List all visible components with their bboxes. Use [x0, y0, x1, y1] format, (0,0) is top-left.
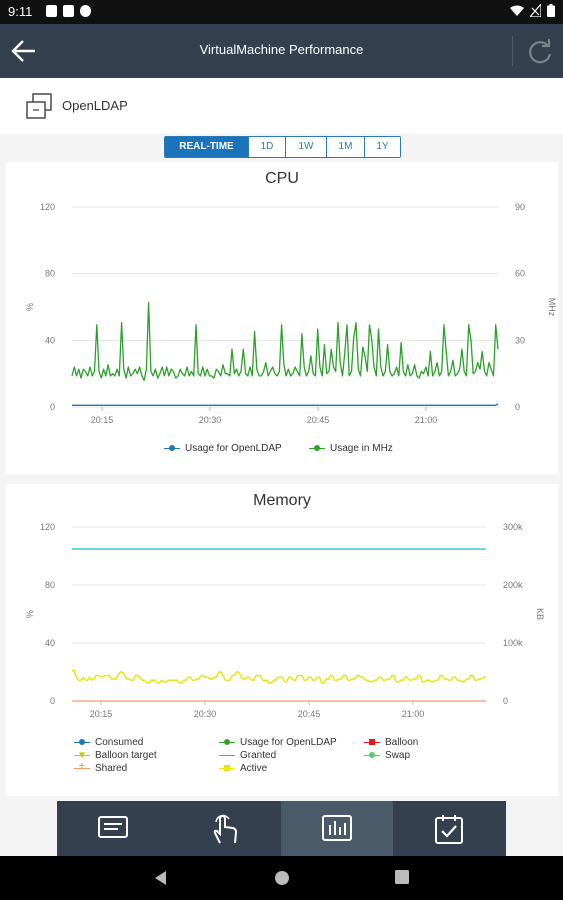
range-1y-button[interactable]: 1Y — [364, 137, 400, 157]
range-1m-button[interactable]: 1M — [326, 137, 364, 157]
tasks-calendar-icon — [435, 815, 463, 844]
notification-sd-icon — [63, 5, 74, 17]
cpu-y2-tick-label: 60 — [515, 269, 525, 279]
nav-actions-tab[interactable] — [169, 801, 281, 856]
memory-legend-item[interactable]: Granted — [219, 750, 276, 761]
memory-y2-tick-label: 200k — [503, 580, 523, 590]
memory-y-tick-label: 80 — [45, 580, 55, 590]
range-1w-button[interactable]: 1W — [285, 137, 326, 157]
memory-legend-item[interactable]: Active — [219, 763, 267, 774]
status-bar: 9:11 — [0, 0, 563, 24]
notification-sync-icon — [80, 5, 91, 17]
app-bar-divider — [512, 36, 513, 66]
cpu-legend-item[interactable]: Usage in MHz — [309, 443, 393, 454]
performance-chart-icon — [322, 815, 352, 841]
memory-y-axis-label: % — [25, 610, 35, 618]
actions-touch-icon — [213, 814, 238, 844]
battery-icon — [547, 4, 555, 17]
cpu-x-tick-label: 21:00 — [415, 415, 438, 425]
cpu-y-tick-label: 40 — [45, 335, 55, 345]
no-signal-icon — [530, 4, 541, 17]
memory-y-tick-label: 0 — [50, 696, 55, 706]
nav-performance-tab[interactable] — [281, 801, 393, 856]
refresh-icon[interactable] — [526, 38, 554, 66]
cpu-y-tick-label: 120 — [40, 202, 55, 212]
range-1d-button[interactable]: 1D — [248, 137, 285, 157]
memory-y-tick-label: 40 — [45, 638, 55, 648]
time-range-selector: REAL-TIME 1D 1W 1M 1Y — [164, 136, 401, 158]
memory-y-tick-label: 120 — [40, 522, 55, 532]
memory-x-tick-label: 20:45 — [298, 709, 321, 719]
cpu-series-usage-in-mhz — [71, 301, 499, 381]
memory-y2-tick-label: 100k — [503, 638, 523, 648]
notification-a-icon — [46, 5, 57, 17]
cpu-y-tick-label: 80 — [45, 269, 55, 279]
memory-y2-tick-label: 300k — [503, 522, 523, 532]
memory-legend-item[interactable]: Consumed — [74, 737, 143, 748]
range-real-time-button[interactable]: REAL-TIME — [165, 137, 248, 157]
memory-y2-tick-label: 0 — [503, 696, 508, 706]
cpu-x-tick-label: 20:30 — [199, 415, 222, 425]
memory-legend-item[interactable]: Usage for OpenLDAP — [219, 737, 337, 748]
memory-x-tick-label: 20:30 — [194, 709, 217, 719]
cpu-chart-title: CPU — [265, 170, 299, 187]
vm-name: OpenLDAP — [62, 98, 128, 113]
page-title: VirtualMachine Performance — [199, 42, 364, 57]
memory-legend-item[interactable]: + Shared — [74, 762, 127, 774]
cpu-y2-tick-label: 90 — [515, 202, 525, 212]
memory-chart: 0 0 40 100k 80 200k 120 300k% KB 20:15 20:30 20:45 2… — [25, 522, 545, 719]
memory-series-active — [72, 670, 486, 684]
status-time: 9:11 — [8, 4, 33, 19]
memory-chart-title: Memory — [253, 492, 311, 509]
cpu-legend-item[interactable]: Usage for OpenLDAP — [164, 443, 282, 454]
memory-legend-item[interactable]: Balloon — [364, 737, 418, 748]
cpu-legend: Usage for OpenLDAP Usage in MHz — [164, 443, 484, 457]
system-navigation-bar — [0, 856, 563, 900]
notification-icons — [46, 5, 91, 17]
memory-x-tick-label: 20:15 — [90, 709, 113, 719]
cpu-chart-card: CPU 0 0 40 30 80 60 120 90% MHz 20:15 20:30 20:45 21… — [6, 162, 558, 474]
cpu-y2-axis-label: MHz — [547, 298, 557, 317]
nav-tasks-tab[interactable] — [393, 801, 505, 856]
cpu-y2-tick-label: 30 — [515, 335, 525, 345]
memory-legend-item[interactable]: Swap — [364, 750, 410, 761]
cpu-y-axis-label: % — [25, 303, 35, 311]
cpu-series-usage-for-openldap — [72, 403, 499, 406]
cpu-y2-tick-label: 0 — [515, 402, 520, 412]
cpu-chart: 0 0 40 30 80 60 120 90% MHz 20:15 20:30 20:45 21:00 — [25, 202, 557, 425]
system-back-icon[interactable] — [153, 870, 167, 886]
memory-y2-axis-label: KB — [535, 608, 545, 620]
system-recents-icon[interactable] — [395, 870, 409, 884]
wifi-icon — [510, 5, 524, 16]
back-arrow-icon[interactable] — [10, 38, 38, 64]
vm-header: OpenLDAP — [0, 78, 563, 134]
memory-x-tick-label: 21:00 — [402, 709, 425, 719]
app-bar: VirtualMachine Performance — [0, 24, 563, 78]
summary-icon — [98, 816, 128, 838]
memory-chart-card: Memory 0 0 40 100k 80 200k 120 300k% KB 20:15 20:3… — [6, 484, 558, 796]
memory-legend-item[interactable]: Balloon target — [74, 750, 157, 761]
system-icons — [510, 4, 555, 17]
nav-summary-tab[interactable] — [57, 801, 169, 856]
cpu-y-tick-label: 0 — [50, 402, 55, 412]
cpu-x-tick-label: 20:45 — [307, 415, 330, 425]
cpu-x-tick-label: 20:15 — [91, 415, 114, 425]
bottom-navigation — [57, 801, 506, 856]
virtual-machine-icon — [26, 93, 52, 119]
memory-legend: Consumed Usage for OpenLDAP Balloon Ball… — [74, 737, 474, 781]
system-home-icon[interactable] — [274, 870, 290, 886]
